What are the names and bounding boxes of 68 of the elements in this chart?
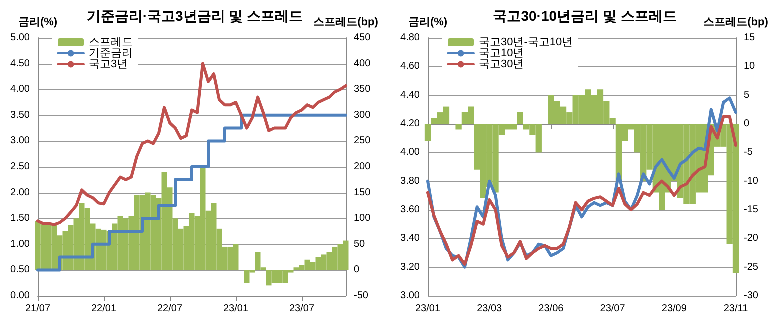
x-tick-label: 23/03 — [477, 304, 503, 314]
y-tick-label: 3.40 — [400, 233, 420, 244]
y2-tick-label: 400 — [354, 58, 372, 70]
x-tick-label: 23/07 — [289, 304, 315, 314]
x-tick-label: 22/07 — [157, 304, 183, 314]
y-tick-label: 5.00 — [10, 32, 30, 44]
y-tick-label: 3.00 — [400, 290, 420, 302]
legend-label: 국고3년 — [89, 58, 128, 70]
y2-tick-label: 15 — [744, 32, 756, 44]
y-tick-label: 3.20 — [400, 262, 420, 273]
legend-label: 국고30년 — [479, 58, 524, 70]
legend-label: 기준금리 — [89, 48, 133, 60]
x-tick-label: 23/07 — [600, 304, 626, 314]
x-tick-label: 23/01 — [223, 304, 249, 314]
y2-axis-title: 스프레드(bp) — [704, 16, 769, 28]
legend-label: 스프레드 — [89, 36, 133, 48]
y2-tick-label: 200 — [354, 162, 372, 172]
y-tick-label: 3.50 — [10, 110, 30, 121]
y2-tick-label: 300 — [354, 110, 372, 121]
y2-tick-label: 350 — [354, 84, 372, 96]
y-tick-label: 4.00 — [10, 84, 30, 96]
y2-tick-label: 150 — [354, 187, 372, 198]
y-tick-label: 4.40 — [400, 90, 420, 101]
chart-title: 국고30·10년금리 및 스프레드 — [493, 8, 677, 24]
bar — [517, 112, 524, 124]
y-tick-label: 4.80 — [400, 32, 420, 44]
bar — [456, 124, 462, 130]
y2-tick-label: 10 — [744, 61, 756, 72]
y-tick-label: 3.60 — [400, 204, 420, 216]
y-tick-label: 3.80 — [400, 176, 420, 187]
y2-axis-title: 스프레드(bp) — [314, 16, 379, 28]
y-tick-label: 0.50 — [10, 264, 30, 276]
y2-tick-label: 5 — [744, 90, 750, 101]
bar — [424, 124, 432, 142]
y-tick-label: 4.50 — [10, 58, 30, 70]
x-tick-label: 23/09 — [662, 304, 688, 314]
x-tick-label: 23/06 — [538, 304, 564, 314]
y2-tick-label: 50 — [354, 238, 366, 250]
y2-tick-label: -50 — [354, 290, 369, 302]
x-tick-label: 23/01 — [415, 304, 441, 314]
y-tick-label: 2.50 — [10, 162, 30, 172]
y-tick-label: 1.00 — [10, 238, 30, 250]
legend-label: 국고10년 — [479, 48, 524, 60]
y2-tick-label: 0 — [354, 264, 360, 276]
y-tick-label: 1.50 — [10, 213, 30, 224]
y-axis-title: 금리(%) — [408, 16, 448, 28]
y-axis-title: 금리(%) — [18, 16, 58, 28]
y-tick-label: 4.00 — [400, 147, 420, 158]
y2-tick-label: -30 — [744, 290, 759, 302]
y2-tick-label: -25 — [744, 262, 759, 273]
y2-tick-label: 450 — [354, 32, 372, 44]
y-tick-label: 3.00 — [10, 136, 30, 147]
x-tick-label: 23/11 — [724, 304, 749, 314]
y2-tick-label: -15 — [744, 204, 759, 216]
x-tick-label: 22/01 — [91, 304, 117, 314]
y2-tick-label: -5 — [744, 147, 754, 158]
y-tick-label: 4.20 — [400, 118, 420, 130]
y2-tick-label: -20 — [744, 233, 759, 244]
y2-tick-label: 250 — [354, 136, 372, 147]
chart-title: 기준금리·국고3년금리 및 스프레드 — [86, 8, 304, 24]
y2-tick-label: 0 — [744, 118, 750, 130]
legend-label: 국고30년-국고10년 — [479, 36, 574, 48]
y-tick-label: 4.60 — [400, 61, 420, 72]
y-tick-label: 2.00 — [10, 187, 30, 198]
y2-tick-label: -10 — [744, 176, 759, 187]
x-tick-label: 21/07 — [25, 304, 51, 314]
y2-tick-label: 100 — [354, 213, 372, 224]
y-tick-label: 0.00 — [10, 290, 30, 302]
